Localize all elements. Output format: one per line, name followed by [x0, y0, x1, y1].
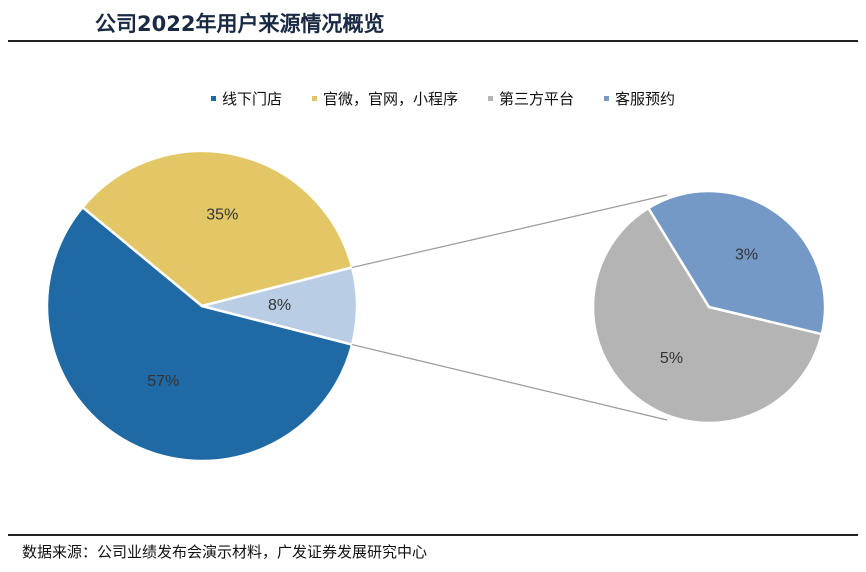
pie-slice: [591, 206, 824, 425]
pie-slice: [646, 189, 827, 336]
legend-swatch: [210, 96, 216, 101]
connector-line: [351, 343, 668, 421]
data-label: 5%: [660, 350, 683, 367]
legend-swatch: [488, 96, 493, 101]
legend-swatch: [311, 96, 317, 101]
legend-label: 客服预约: [615, 90, 676, 108]
legend-label: 第三方平台: [499, 90, 575, 108]
legend-item: 官微，官网，小程序: [311, 88, 458, 109]
legend-item: 线下门店: [210, 88, 282, 109]
connector-line: [351, 194, 668, 269]
source-note: 数据来源：公司业绩发布会演示材料，广发证券发展研究中心: [22, 543, 428, 561]
legend-swatch: [604, 96, 610, 101]
legend-item: 第三方平台: [488, 88, 574, 109]
data-label: 8%: [268, 297, 291, 314]
title-divider: [8, 40, 858, 42]
data-label: 3%: [735, 247, 758, 264]
footer-divider: [8, 534, 858, 536]
pie-slice: [80, 149, 354, 308]
data-label: 57%: [147, 373, 179, 390]
legend-label: 线下门店: [221, 90, 282, 108]
pie-slice: [45, 205, 354, 463]
page-title: 公司2022年用户来源情况概览: [95, 12, 385, 36]
legend-label: 官微，官网，小程序: [322, 90, 458, 108]
data-label: 35%: [206, 206, 238, 223]
chart-legend: 线下门店 官微，官网，小程序 第三方平台 客服预约: [0, 88, 866, 109]
legend-item: 客服预约: [604, 88, 675, 109]
